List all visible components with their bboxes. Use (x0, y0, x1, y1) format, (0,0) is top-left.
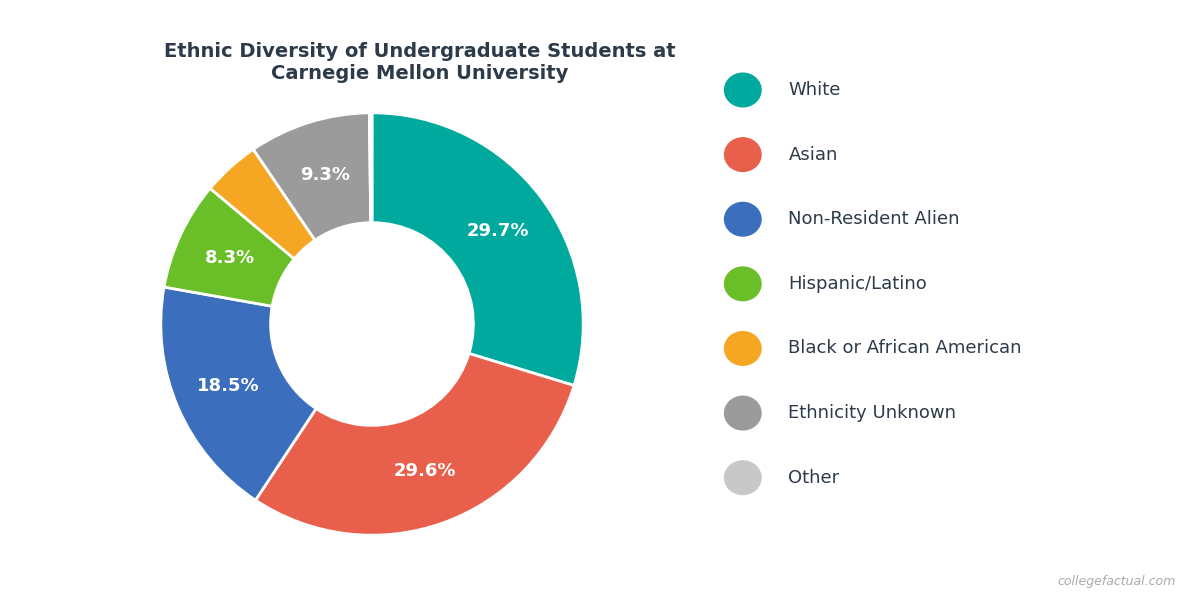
Text: collegefactual.com: collegefactual.com (1057, 575, 1176, 588)
Text: Black or African American: Black or African American (788, 340, 1022, 358)
Text: Hispanic/Latino: Hispanic/Latino (788, 275, 928, 293)
Text: Asian: Asian (788, 146, 838, 164)
Circle shape (725, 138, 761, 172)
Circle shape (725, 461, 761, 494)
Text: 29.6%: 29.6% (394, 462, 456, 480)
Text: White: White (788, 81, 841, 99)
Text: 18.5%: 18.5% (197, 377, 259, 395)
Text: 29.7%: 29.7% (467, 222, 529, 240)
Text: 8.3%: 8.3% (205, 249, 256, 267)
Wedge shape (370, 113, 372, 223)
Text: Ethnic Diversity of Undergraduate Students at
Carnegie Mellon University: Ethnic Diversity of Undergraduate Studen… (164, 42, 676, 83)
Circle shape (725, 73, 761, 107)
Circle shape (725, 202, 761, 236)
Text: Other: Other (788, 469, 840, 487)
Wedge shape (161, 287, 316, 500)
Text: Ethnicity Unknown: Ethnicity Unknown (788, 404, 956, 422)
Circle shape (725, 396, 761, 430)
Wedge shape (372, 113, 583, 385)
Text: 9.3%: 9.3% (300, 166, 350, 184)
Wedge shape (210, 149, 316, 259)
Wedge shape (256, 353, 574, 535)
Wedge shape (253, 113, 371, 240)
Circle shape (725, 267, 761, 301)
Circle shape (725, 332, 761, 365)
Wedge shape (164, 188, 294, 306)
Text: Non-Resident Alien: Non-Resident Alien (788, 210, 960, 228)
